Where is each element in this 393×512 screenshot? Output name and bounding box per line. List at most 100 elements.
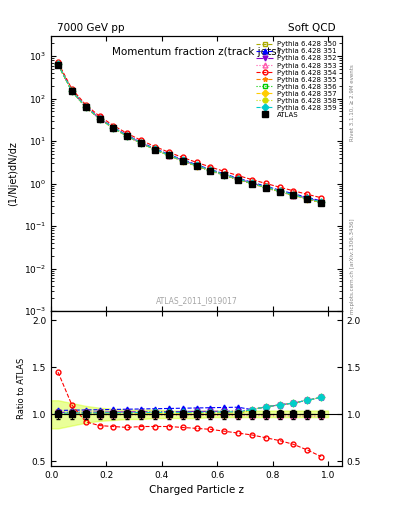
Text: ATLAS_2011_I919017: ATLAS_2011_I919017 xyxy=(156,296,237,306)
Pythia 6.428 353 xyxy=(125,133,130,139)
Pythia 6.428 352 xyxy=(236,176,241,182)
Pythia 6.428 352 xyxy=(139,140,143,146)
Pythia 6.428 352 xyxy=(152,146,157,152)
Pythia 6.428 355 xyxy=(125,133,130,139)
Pythia 6.428 354 xyxy=(111,122,116,129)
Pythia 6.428 352 xyxy=(194,162,199,168)
Pythia 6.428 359 xyxy=(319,199,323,205)
Pythia 6.428 357 xyxy=(236,176,241,182)
Pythia 6.428 351 xyxy=(83,103,88,110)
Y-axis label: Ratio to ATLAS: Ratio to ATLAS xyxy=(17,358,26,419)
Pythia 6.428 355 xyxy=(97,116,102,122)
Pythia 6.428 355 xyxy=(111,125,116,131)
Pythia 6.428 355 xyxy=(250,180,254,186)
Pythia 6.428 353 xyxy=(83,104,88,110)
Pythia 6.428 350 xyxy=(194,163,199,169)
Pythia 6.428 355 xyxy=(277,188,282,195)
Pythia 6.428 357 xyxy=(139,140,143,146)
Pythia 6.428 354 xyxy=(97,113,102,119)
Pythia 6.428 352 xyxy=(56,61,61,67)
Pythia 6.428 350 xyxy=(56,61,61,68)
Y-axis label: (1/Njet)dN/dz: (1/Njet)dN/dz xyxy=(8,141,18,206)
Pythia 6.428 353 xyxy=(152,147,157,153)
Pythia 6.428 355 xyxy=(263,184,268,190)
Pythia 6.428 358 xyxy=(167,153,171,159)
Pythia 6.428 353 xyxy=(250,181,254,187)
Line: Pythia 6.428 359: Pythia 6.428 359 xyxy=(55,62,323,204)
Pythia 6.428 356 xyxy=(222,172,226,178)
Pythia 6.428 352 xyxy=(291,191,296,198)
Pythia 6.428 356 xyxy=(139,140,143,146)
Pythia 6.428 355 xyxy=(194,163,199,169)
Pythia 6.428 355 xyxy=(167,152,171,158)
Pythia 6.428 354 xyxy=(180,155,185,161)
Pythia 6.428 357 xyxy=(291,192,296,198)
Pythia 6.428 356 xyxy=(194,163,199,169)
Line: Pythia 6.428 356: Pythia 6.428 356 xyxy=(55,62,323,205)
Pythia 6.428 355 xyxy=(70,88,74,94)
Pythia 6.428 351 xyxy=(194,162,199,168)
Pythia 6.428 353 xyxy=(305,196,310,202)
Pythia 6.428 354 xyxy=(83,102,88,108)
Pythia 6.428 356 xyxy=(250,181,254,187)
Line: Pythia 6.428 352: Pythia 6.428 352 xyxy=(55,62,323,204)
Pythia 6.428 351 xyxy=(222,171,226,177)
Pythia 6.428 350 xyxy=(125,133,130,139)
Pythia 6.428 356 xyxy=(180,158,185,164)
Pythia 6.428 351 xyxy=(250,179,254,185)
Pythia 6.428 350 xyxy=(83,104,88,110)
Pythia 6.428 350 xyxy=(97,116,102,122)
Pythia 6.428 358 xyxy=(208,167,213,174)
Pythia 6.428 351 xyxy=(236,175,241,181)
Pythia 6.428 356 xyxy=(111,125,116,132)
Pythia 6.428 358 xyxy=(277,188,282,195)
Pythia 6.428 356 xyxy=(56,61,61,68)
Pythia 6.428 351 xyxy=(291,190,296,197)
Pythia 6.428 350 xyxy=(167,153,171,159)
Pythia 6.428 356 xyxy=(236,177,241,183)
Pythia 6.428 359 xyxy=(222,172,226,178)
Pythia 6.428 354 xyxy=(208,164,213,170)
Pythia 6.428 352 xyxy=(180,157,185,163)
Pythia 6.428 354 xyxy=(319,195,323,201)
Pythia 6.428 352 xyxy=(167,152,171,158)
Pythia 6.428 359 xyxy=(111,125,116,131)
Pythia 6.428 357 xyxy=(319,199,323,205)
Pythia 6.428 354 xyxy=(250,177,254,183)
Line: Pythia 6.428 353: Pythia 6.428 353 xyxy=(55,62,323,205)
Pythia 6.428 352 xyxy=(305,195,310,201)
Pythia 6.428 355 xyxy=(291,192,296,198)
Pythia 6.428 359 xyxy=(56,61,61,68)
Text: 7000 GeV pp: 7000 GeV pp xyxy=(57,23,125,33)
X-axis label: Charged Particle z: Charged Particle z xyxy=(149,485,244,495)
Pythia 6.428 356 xyxy=(125,133,130,139)
Pythia 6.428 354 xyxy=(236,173,241,179)
Pythia 6.428 359 xyxy=(152,146,157,153)
Pythia 6.428 357 xyxy=(70,88,74,94)
Pythia 6.428 355 xyxy=(56,61,61,68)
Pythia 6.428 357 xyxy=(208,167,213,174)
Pythia 6.428 356 xyxy=(208,167,213,174)
Pythia 6.428 353 xyxy=(208,168,213,174)
Pythia 6.428 352 xyxy=(97,115,102,121)
Pythia 6.428 353 xyxy=(111,125,116,132)
Pythia 6.428 359 xyxy=(194,162,199,168)
Pythia 6.428 358 xyxy=(319,200,323,206)
Text: Momentum fraction z(track jets): Momentum fraction z(track jets) xyxy=(112,47,281,57)
Pythia 6.428 356 xyxy=(152,146,157,153)
Text: mcplots.cern.ch [arXiv:1306.3436]: mcplots.cern.ch [arXiv:1306.3436] xyxy=(350,219,355,314)
Pythia 6.428 359 xyxy=(97,116,102,122)
Pythia 6.428 350 xyxy=(291,192,296,198)
Pythia 6.428 352 xyxy=(222,172,226,178)
Pythia 6.428 351 xyxy=(125,132,130,138)
Pythia 6.428 355 xyxy=(83,104,88,110)
Pythia 6.428 356 xyxy=(263,185,268,191)
Pythia 6.428 351 xyxy=(319,198,323,204)
Pythia 6.428 350 xyxy=(111,125,116,132)
Line: Pythia 6.428 357: Pythia 6.428 357 xyxy=(55,62,323,205)
Pythia 6.428 358 xyxy=(194,163,199,169)
Pythia 6.428 352 xyxy=(263,184,268,190)
Pythia 6.428 358 xyxy=(180,158,185,164)
Pythia 6.428 355 xyxy=(180,158,185,164)
Pythia 6.428 350 xyxy=(70,88,74,94)
